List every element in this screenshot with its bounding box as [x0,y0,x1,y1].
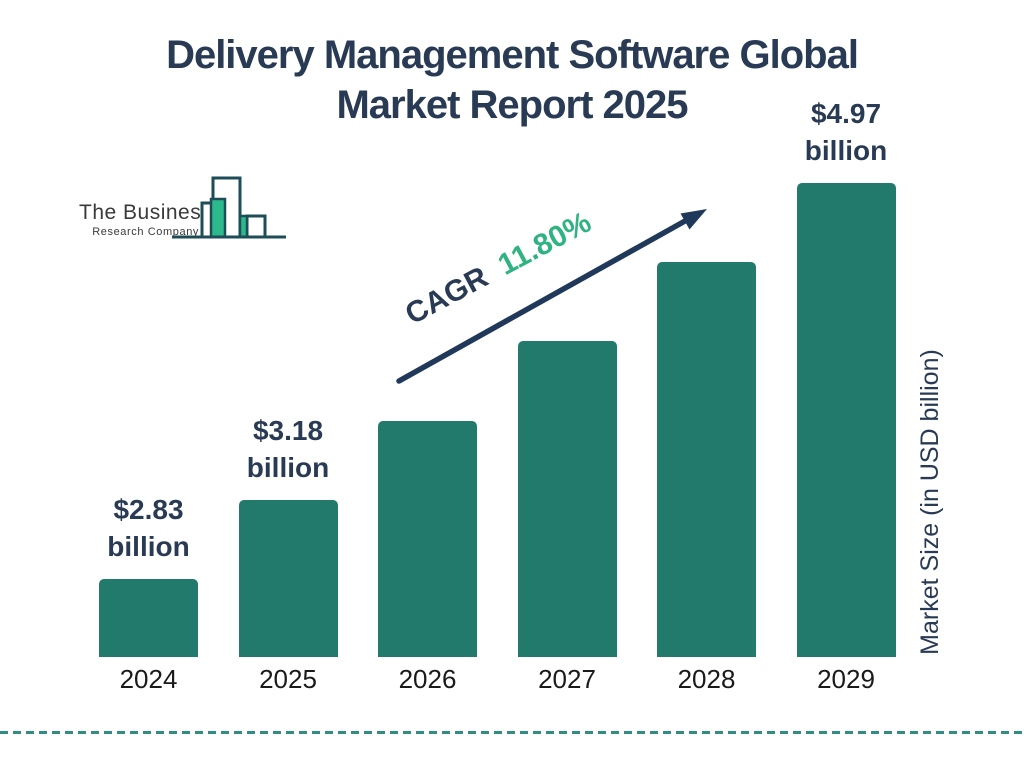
bar-2026 [378,420,477,657]
page-title-line2: Market Report 2025 [336,83,688,127]
company-logo-name: The Business [79,201,213,224]
x-axis-label-2028: 2028 [677,664,736,694]
growth-trend-arrow-icon [396,209,707,384]
value-label-2029: $4.97 billion [804,98,888,166]
logo-bars-icon [172,176,286,239]
bar-2029 [796,183,896,657]
x-axis-label-2025: 2025 [259,664,317,694]
page-title: Delivery Management Software Global Mark… [0,30,1024,130]
company-logo: The Business Research Company [73,163,288,248]
x-axis-labels: 2024 2025 2026 2027 2028 2029 [99,664,896,695]
company-logo-subtitle: Research Company [92,226,200,238]
x-axis-label-2026: 2026 [398,664,457,694]
bar-2028 [657,262,756,657]
bottom-dashed-divider [0,731,1024,734]
bar-2027 [517,341,617,657]
value-label-2024: $2.83 billion [107,494,190,562]
page-title-line1: Delivery Management Software Global [166,33,859,77]
x-axis-label-2029: 2029 [817,664,875,694]
bar-2025 [238,499,338,657]
bar-2024 [99,579,198,657]
value-label-2025: $3.18 billion [246,414,330,483]
x-axis-label-2024: 2024 [119,664,178,694]
x-axis-label-2027: 2027 [538,664,596,694]
y-axis-title: Market Size (in USD billion) [916,349,944,655]
bar-chart [99,183,896,657]
company-logo-text: The Business Research Company [79,201,212,238]
